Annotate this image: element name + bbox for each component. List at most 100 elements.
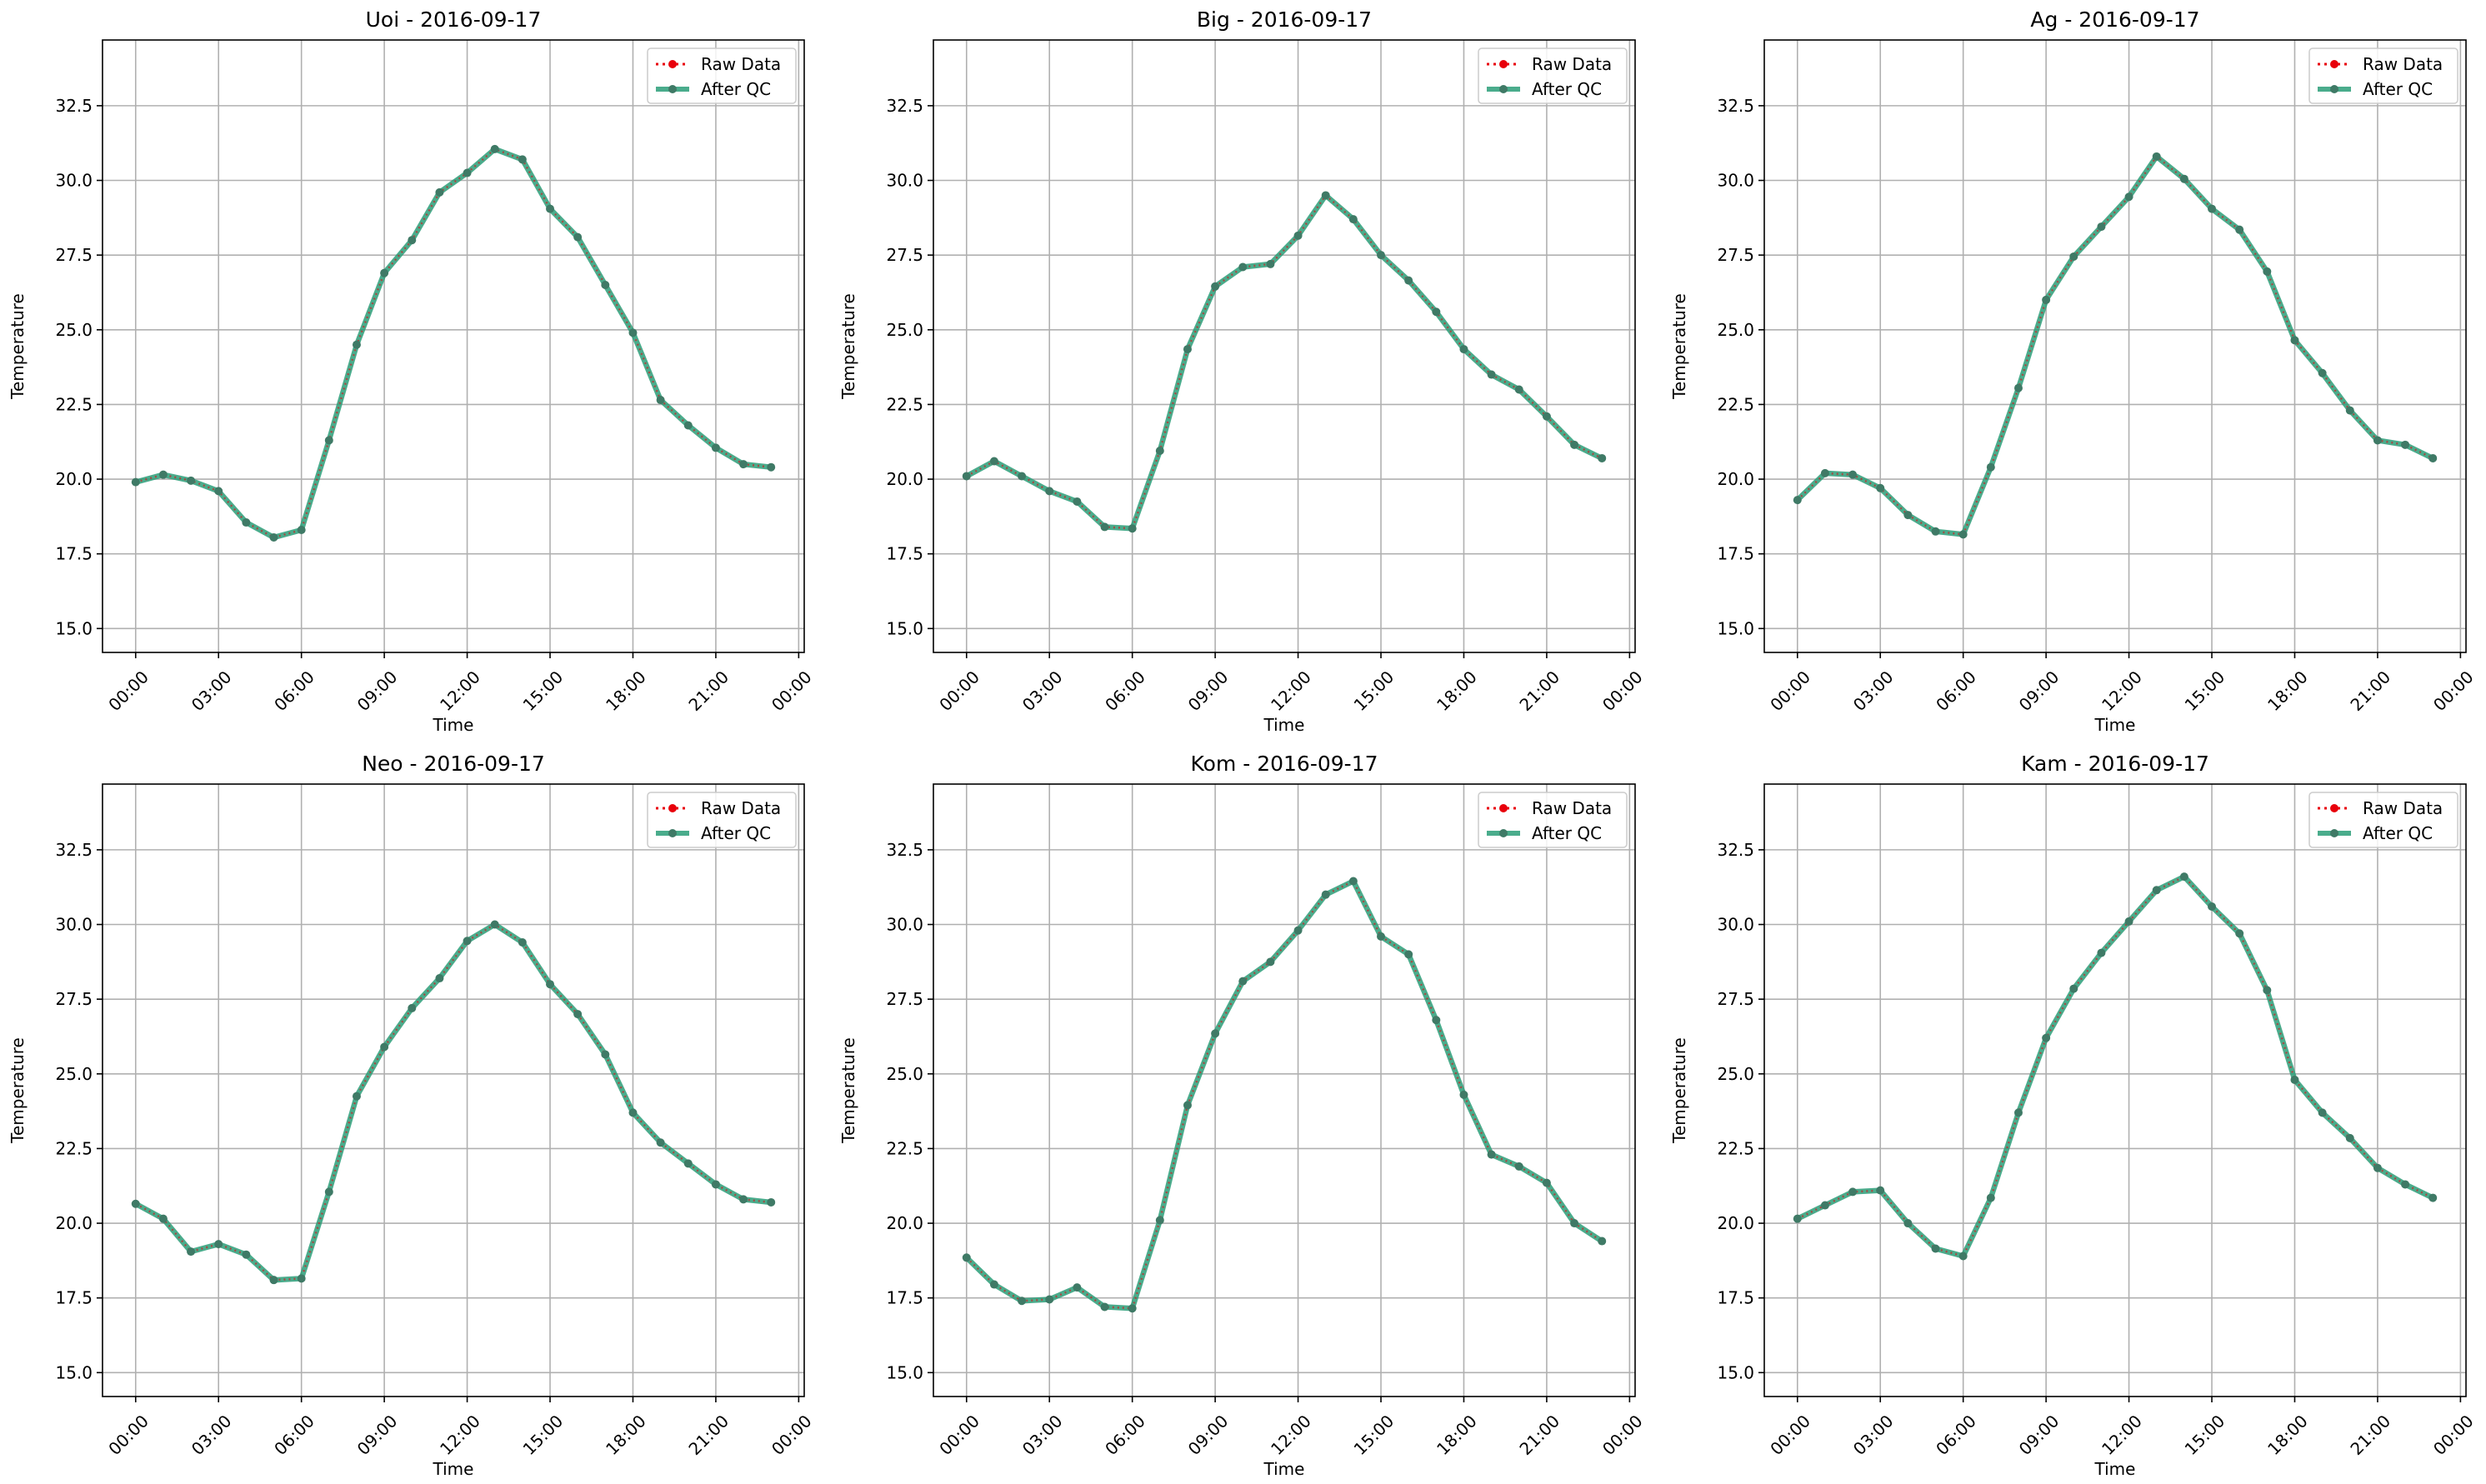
data-point-after-qc: [214, 487, 223, 496]
x-tick-label: 03:00: [1018, 667, 1067, 715]
data-point-after-qc: [1876, 483, 1885, 492]
y-tick-label: 15.0: [55, 618, 93, 638]
x-tick-label: 12:00: [436, 1411, 484, 1459]
legend: Raw Data After QC: [2308, 792, 2458, 848]
y-tick-label: 30.0: [55, 915, 93, 935]
data-point-after-qc: [1238, 262, 1248, 272]
x-tick-label: 09:00: [1184, 667, 1233, 715]
y-tick-label: 32.5: [886, 840, 923, 860]
data-point-after-qc: [2179, 174, 2188, 183]
x-axis-label: Time: [433, 715, 474, 735]
x-tick-label: 12:00: [2098, 667, 2146, 715]
data-point-after-qc: [767, 1197, 776, 1207]
series-line-after-qc: [1796, 873, 2434, 1259]
data-point-after-qc: [1404, 276, 1413, 285]
y-tick-label: 30.0: [1717, 171, 1754, 191]
data-point-after-qc: [490, 144, 499, 153]
data-point-after-qc: [2373, 436, 2382, 445]
y-tick-label: 22.5: [55, 394, 93, 414]
data-point-after-qc: [2042, 295, 2051, 304]
data-point-after-qc: [2013, 1108, 2023, 1117]
legend-marker-after-qc: [668, 85, 677, 93]
data-point-after-qc: [1045, 1295, 1054, 1304]
x-tick-label: 06:00: [270, 1411, 318, 1459]
series-line-raw-data: [1796, 154, 2433, 536]
legend-label-raw-data: Raw Data: [1532, 54, 1612, 74]
data-point-after-qc: [1266, 259, 1275, 268]
data-point-after-qc: [2124, 192, 2133, 202]
data-point-after-qc: [2263, 986, 2272, 995]
x-tick-label: 21:00: [2346, 667, 2394, 715]
y-tick-label: 22.5: [886, 1138, 923, 1158]
y-tick-label: 15.0: [55, 1362, 93, 1382]
data-point-after-qc: [1793, 496, 1802, 505]
data-point-after-qc: [962, 472, 971, 481]
legend-marker-raw-data: [1499, 60, 1508, 68]
data-point-after-qc: [989, 457, 998, 466]
y-tick-label: 27.5: [1717, 989, 1754, 1009]
x-tick-label: 00:00: [104, 1411, 153, 1459]
data-point-after-qc: [962, 1253, 971, 1262]
data-point-after-qc: [463, 168, 472, 177]
axes-frame: [1763, 783, 2467, 1397]
series-line-after-qc: [1795, 153, 2434, 537]
data-point-after-qc: [546, 204, 555, 213]
y-tick-label: 25.0: [55, 320, 93, 340]
axes-frame: [102, 39, 805, 653]
series-line-after-qc: [134, 922, 772, 1283]
series-line-after-qc: [964, 878, 1603, 1312]
data-point-after-qc: [628, 1108, 638, 1117]
data-point-after-qc: [408, 1003, 417, 1012]
x-tick-label: 03:00: [188, 1411, 236, 1459]
data-point-after-qc: [2401, 1180, 2410, 1189]
data-point-after-qc: [1348, 877, 1358, 886]
y-tick-label: 27.5: [886, 989, 923, 1009]
legend: Raw Data After QC: [1478, 792, 1628, 848]
chart-title: Big - 2016-09-17: [1197, 7, 1372, 32]
y-tick-label: 20.0: [886, 1213, 923, 1233]
data-point-after-qc: [1321, 191, 1330, 200]
data-point-after-qc: [2235, 225, 2244, 234]
chart-panel-3: 00:00 03:00 06:00 09:00 12:00 15:00 18:00 21:00…: [8, 752, 816, 1479]
x-tick-label: 15:00: [519, 667, 568, 715]
data-point-after-qc: [408, 236, 417, 245]
legend-marker-raw-data: [668, 804, 677, 812]
data-point-after-qc: [601, 1050, 610, 1059]
chart-title: Kom - 2016-09-17: [1191, 752, 1378, 776]
legend-marker-raw-data: [668, 60, 677, 68]
x-tick-label: 06:00: [1932, 667, 1980, 715]
data-point-after-qc: [324, 436, 333, 445]
data-point-after-qc: [1931, 527, 1940, 536]
data-point-after-qc: [518, 155, 527, 164]
x-tick-label: 00:00: [2429, 667, 2478, 715]
data-point-after-qc: [1211, 282, 1220, 291]
x-axis-label: Time: [1263, 1459, 1305, 1479]
data-point-after-qc: [2069, 252, 2078, 261]
data-point-after-qc: [683, 1159, 693, 1168]
data-point-after-qc: [1598, 1237, 1607, 1246]
data-point-after-qc: [1459, 1090, 1468, 1099]
y-tick-label: 32.5: [55, 840, 93, 860]
x-tick-label: 12:00: [436, 667, 484, 715]
legend-marker-after-qc: [1499, 829, 1508, 837]
data-point-after-qc: [2208, 902, 2217, 911]
legend-label-after-qc: After QC: [1532, 823, 1602, 843]
data-point-after-qc: [573, 232, 583, 242]
data-point-after-qc: [628, 328, 638, 337]
data-point-after-qc: [380, 1042, 389, 1052]
data-point-after-qc: [1570, 1219, 1579, 1228]
series-line-raw-data: [135, 923, 772, 1282]
y-axis-label: Temperature: [8, 293, 28, 400]
data-point-after-qc: [1432, 1016, 1441, 1025]
data-point-after-qc: [1155, 1216, 1164, 1225]
data-point-after-qc: [1514, 385, 1523, 394]
data-point-after-qc: [711, 443, 720, 452]
data-point-after-qc: [214, 1240, 223, 1249]
y-tick-label: 27.5: [55, 989, 93, 1009]
y-tick-label: 25.0: [886, 1064, 923, 1084]
x-tick-label: 18:00: [1433, 1411, 1481, 1459]
x-tick-label: 15:00: [519, 1411, 568, 1459]
legend-marker-raw-data: [2330, 804, 2338, 812]
data-point-after-qc: [1958, 1252, 1968, 1261]
x-axis-label: Time: [2094, 1459, 2136, 1479]
